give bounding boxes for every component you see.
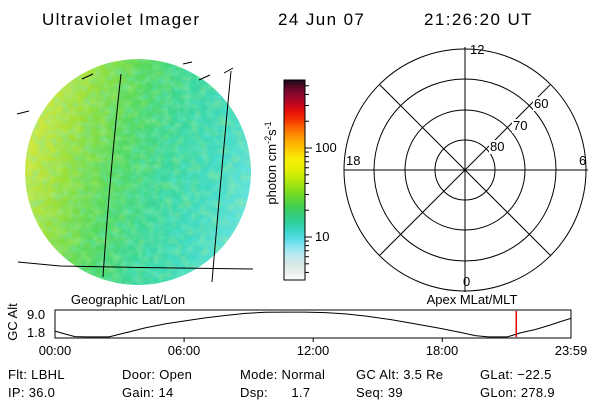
- mlat-label-80: 80: [489, 139, 506, 154]
- ytick-1-8: 1.8: [27, 325, 46, 340]
- status-glat: GLat: −22.5: [480, 367, 552, 382]
- xtick-1800: 18:00: [425, 343, 459, 358]
- status-seq: Seq: 39: [356, 385, 403, 400]
- status-glon: GLon: 278.9: [480, 385, 555, 400]
- status-gain: Gain: 14: [122, 385, 174, 400]
- geo-grid-line: [102, 73, 122, 278]
- colorbar: [283, 79, 306, 281]
- status-flt: Flt: LBHL: [8, 367, 65, 382]
- ytick-9-0: 9.0: [27, 307, 46, 322]
- caption-geographic: Geographic Lat/Lon: [70, 292, 186, 307]
- caption-apex: Apex MLat/MLT: [426, 292, 518, 307]
- xtick-1200: 12:00: [296, 343, 330, 358]
- geo-grid-line: [211, 70, 232, 283]
- xtick-2359: 23:59: [554, 343, 588, 358]
- mlt-label-18: 18: [346, 153, 361, 168]
- mlt-label-6: 6: [579, 153, 587, 168]
- limb-tick: [81, 73, 94, 80]
- colorbar-units-sup2: -1: [262, 121, 273, 130]
- status-ip: IP: 36.0: [8, 385, 56, 400]
- xtick-0000: 00:00: [38, 343, 72, 358]
- limb-tick: [223, 67, 234, 74]
- timeline-y-axis-label: GC Alt: [5, 303, 21, 341]
- polar-diagonal-se: [379, 84, 551, 256]
- limb-tick: [198, 74, 211, 81]
- disk-noise-yellow: [25, 59, 251, 285]
- limb-tick: [16, 110, 30, 115]
- status-dsp: Dsp: 1.7: [240, 385, 311, 400]
- uvi-disk-group: [25, 59, 251, 285]
- mlat-label-70: 70: [512, 118, 529, 133]
- status-door: Door: Open: [122, 367, 193, 382]
- limb-tick: [182, 61, 193, 65]
- mlt-label-0: 0: [463, 274, 471, 289]
- app-title: Ultraviolet Imager: [42, 10, 201, 29]
- colorbar-units-part1: photon cm: [264, 143, 280, 205]
- status-mode: Mode: Normal: [240, 367, 326, 382]
- mlat-label-60: 60: [533, 96, 550, 111]
- mlt-label-12: 12: [470, 42, 485, 57]
- timeline-frame: [54, 309, 572, 339]
- colorbar-units-part2: s: [264, 129, 280, 136]
- observation-date: 24 Jun 07: [278, 10, 366, 29]
- xtick-0600: 06:00: [167, 343, 201, 358]
- colorbar-units-sup1: -2: [262, 135, 273, 144]
- gc-alt-curve: [54, 311, 572, 338]
- colorbar-tick-10: 10: [315, 229, 330, 244]
- geo-grid-line: [17, 261, 254, 270]
- colorbar-units-label: photon cm-2s-1: [262, 121, 280, 205]
- status-gc-alt: GC Alt: 3.5 Re: [356, 367, 444, 382]
- observation-time: 21:26:20 UT: [424, 10, 533, 29]
- colorbar-tick-100: 100: [315, 140, 337, 155]
